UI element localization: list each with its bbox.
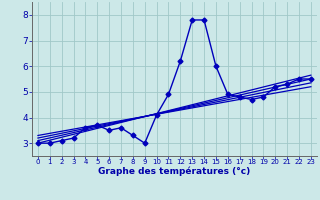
X-axis label: Graphe des températures (°c): Graphe des températures (°c): [98, 167, 251, 176]
